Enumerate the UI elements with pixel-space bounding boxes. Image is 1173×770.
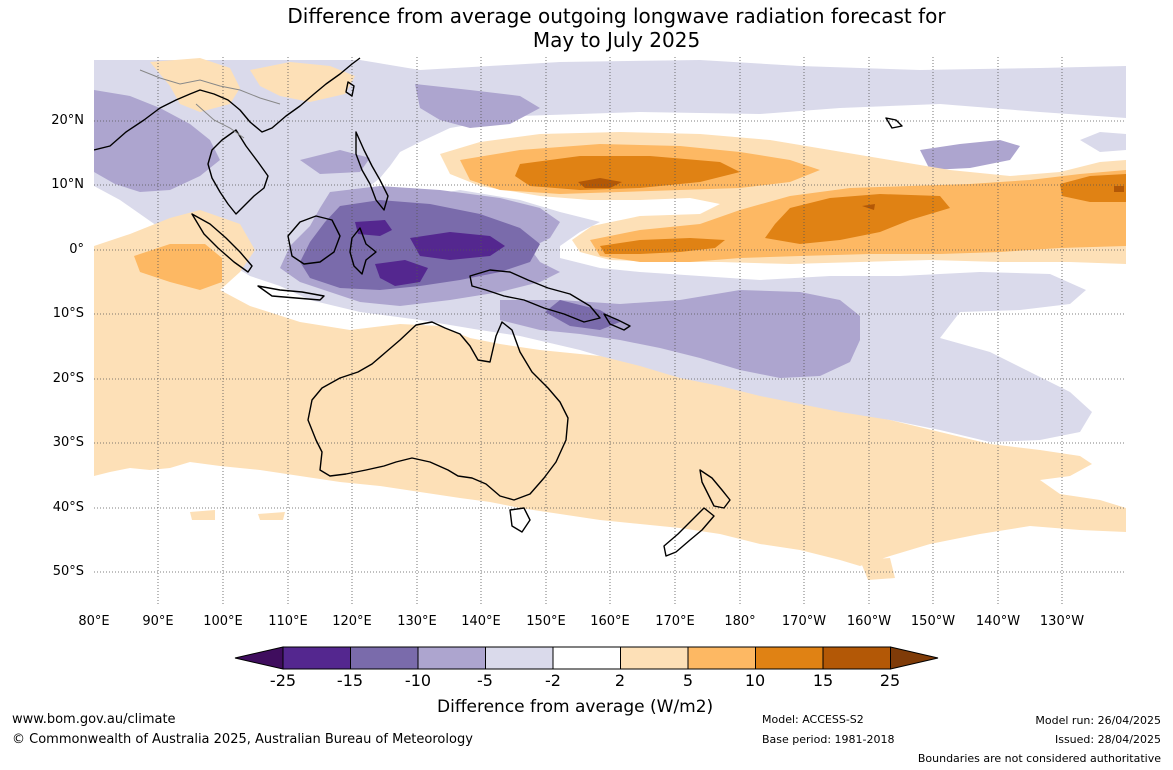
issued-date: Issued: 28/04/2025 xyxy=(1054,733,1161,746)
base-period-info: Base period: 1981-2018 xyxy=(762,733,895,746)
longitude-label: 160°E xyxy=(590,614,630,629)
colorbar-tick-label: 10 xyxy=(744,671,766,690)
longitude-label: 100°E xyxy=(203,614,243,629)
longitude-label: 90°E xyxy=(142,614,174,629)
website-link[interactable]: www.bom.gov.au/climate xyxy=(12,712,176,727)
latitude-label: 50°S xyxy=(52,564,84,579)
longitude-label: 170°E xyxy=(655,614,695,629)
colorbar-tick-label: -10 xyxy=(404,671,432,690)
philippines-coastline xyxy=(355,131,389,211)
longitude-label: 140°W xyxy=(975,614,1021,629)
map-title-line-2: May to July 2025 xyxy=(532,28,701,52)
colorbar-swatch xyxy=(485,646,554,670)
solomon-islands-coastline xyxy=(603,313,631,331)
colorbar xyxy=(234,646,939,670)
anomaly-band-10-15 xyxy=(515,156,1126,254)
colorbar-tick-label: -25 xyxy=(269,671,297,690)
model-run-date: Model run: 26/04/2025 xyxy=(1035,714,1161,727)
longitude-label: 150°E xyxy=(526,614,566,629)
colorbar-title: Difference from average (W/m2) xyxy=(437,697,714,717)
colorbar-tick-label: -5 xyxy=(477,671,493,690)
latitude-label: 0° xyxy=(69,242,84,257)
copyright-notice: © Commonwealth of Australia 2025, Austra… xyxy=(12,732,473,747)
coastlines xyxy=(94,57,903,557)
map-title: Difference from average outgoing longwav… xyxy=(0,4,1173,52)
tasmania-coastline xyxy=(509,507,531,533)
map-title-line-1: Difference from average outgoing longwav… xyxy=(287,4,946,28)
hawaii-coastline xyxy=(885,117,903,129)
australia-coastline xyxy=(307,321,569,501)
colorbar-tick-label: 15 xyxy=(812,671,834,690)
latitude-label: 30°S xyxy=(52,435,84,450)
new-guinea-coastline xyxy=(469,269,601,323)
longitude-label: 150°W xyxy=(910,614,956,629)
colorbar-tick-label: 2 xyxy=(614,671,626,690)
colorbar-tick-label: 25 xyxy=(879,671,901,690)
colorbar-swatch xyxy=(687,646,756,670)
sulawesi-coastline xyxy=(349,227,377,275)
colorbar-swatch xyxy=(620,646,689,670)
boundaries-disclaimer: Boundaries are not considered authoritat… xyxy=(917,752,1161,765)
country-borders xyxy=(139,69,281,139)
longitude-label: 130°E xyxy=(397,614,437,629)
latitude-label: 10°N xyxy=(51,177,84,192)
colorbar-swatch xyxy=(350,646,419,670)
map-field xyxy=(94,57,1126,605)
longitude-label: 180° xyxy=(724,614,756,629)
colorbar-swatch xyxy=(755,646,824,670)
latitude-label: 20°S xyxy=(52,371,84,386)
java-coastline xyxy=(257,285,325,301)
graticule xyxy=(94,57,1126,605)
colorbar-tick-label: 5 xyxy=(682,671,694,690)
latitude-label: 20°N xyxy=(51,113,84,128)
sumatra-coastline xyxy=(191,213,253,273)
latitude-label: 40°S xyxy=(52,500,84,515)
longitude-label: 110°E xyxy=(268,614,308,629)
borneo-coastline xyxy=(287,215,341,265)
colorbar-tick-label: -15 xyxy=(336,671,364,690)
taiwan-coastline xyxy=(345,81,355,97)
colorbar-swatch xyxy=(552,646,621,670)
longitude-label: 140°E xyxy=(461,614,501,629)
longitude-label: 170°W xyxy=(781,614,827,629)
new-zealand-south-coastline xyxy=(663,507,715,557)
longitude-label: 80°E xyxy=(78,614,110,629)
latitude-label: 10°S xyxy=(52,306,84,321)
colorbar-arrow-low xyxy=(234,646,284,670)
colorbar-swatch xyxy=(417,646,486,670)
longitude-label: 160°W xyxy=(846,614,892,629)
longitude-label: 130°W xyxy=(1039,614,1085,629)
colorbar-arrow-high xyxy=(890,646,939,670)
colorbar-swatch xyxy=(822,646,891,670)
longitude-label: 120°E xyxy=(332,614,372,629)
colorbar-tick-label: -2 xyxy=(545,671,561,690)
anomaly-band-15-25 xyxy=(578,178,1124,210)
new-zealand-north-coastline xyxy=(699,469,731,509)
colorbar-swatch xyxy=(282,646,351,670)
model-info: Model: ACCESS-S2 xyxy=(762,713,864,726)
asia-mainland-coastline xyxy=(94,57,361,215)
